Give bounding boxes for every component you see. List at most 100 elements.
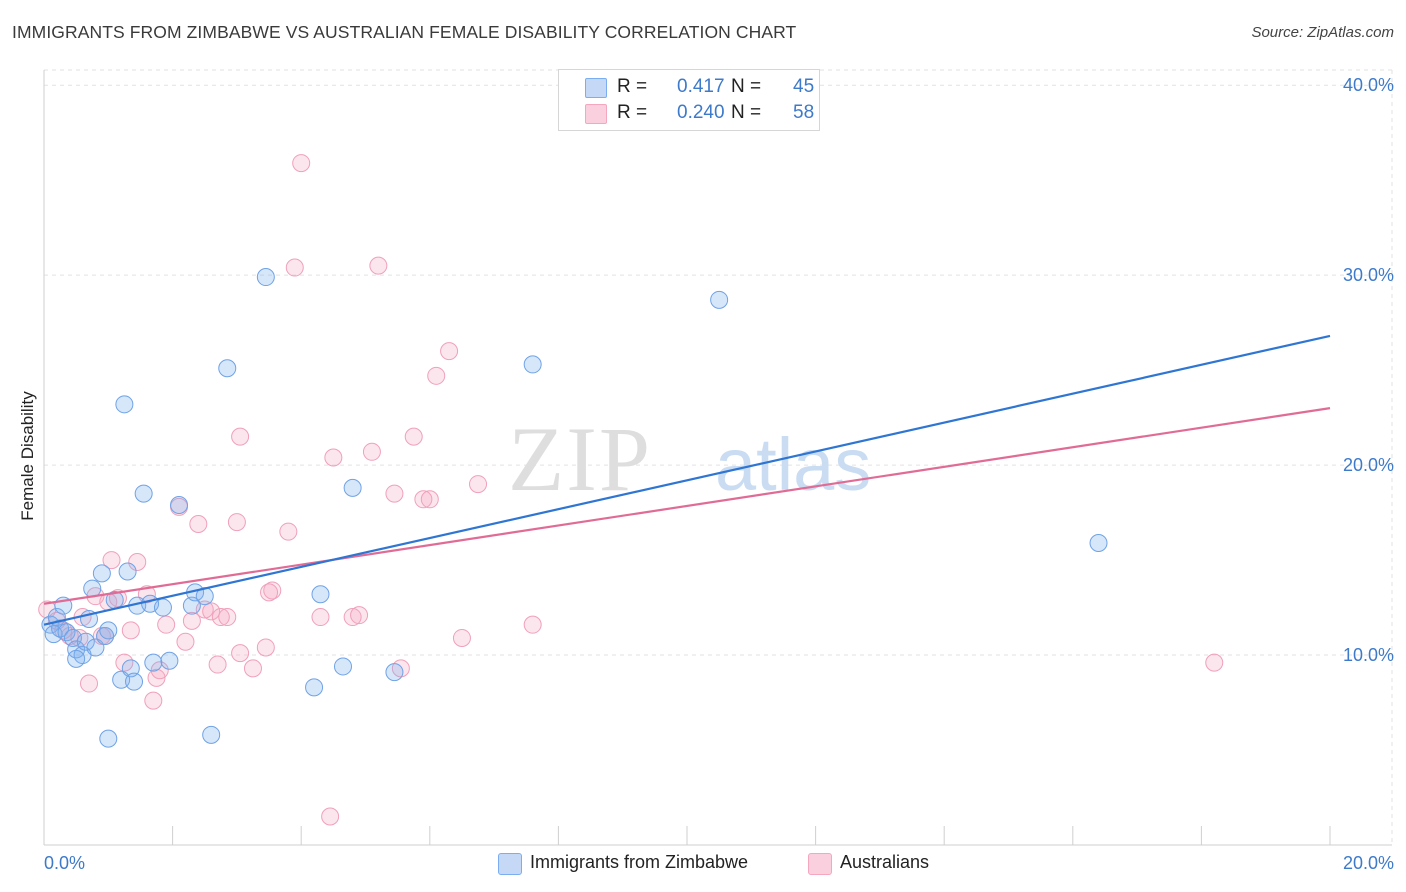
axes (43, 70, 1392, 846)
zimbabwe-point (333, 657, 352, 676)
australians-point (231, 427, 250, 446)
australians-point (202, 602, 221, 621)
tick-labels: 10.0% 20.0% 30.0% 40.0% 0.0% 20.0% (44, 75, 1394, 873)
australians-point (404, 427, 423, 446)
australians-points (38, 154, 1224, 826)
zimbabwe-point (202, 725, 221, 744)
australians-point (211, 608, 230, 627)
svg-text:ZIP: ZIP (508, 408, 652, 510)
australians-point (1205, 653, 1224, 672)
zimbabwe-point (99, 621, 118, 640)
zimbabwe-point (121, 659, 140, 678)
zimbabwe-point (118, 562, 137, 581)
zimbabwe-point (311, 585, 330, 604)
australians-point (102, 551, 121, 570)
zimbabwe-point (92, 564, 111, 583)
zimbabwe-point (134, 484, 153, 503)
legend-label-australians: Australians (840, 852, 930, 872)
australians-swatch (585, 104, 607, 124)
australians-point (362, 442, 381, 461)
zimbabwe-point (305, 678, 324, 697)
australians-point (321, 807, 340, 826)
australians-point (469, 475, 488, 494)
australians-point (176, 632, 195, 651)
zimbabwe-points (41, 268, 1108, 748)
svg-text:atlas: atlas (715, 423, 871, 506)
zimbabwe-point (170, 495, 189, 514)
zimbabwe-point (218, 359, 237, 378)
zimbabwe-point (710, 290, 729, 309)
australians-point (420, 490, 439, 509)
australians-point (218, 608, 237, 627)
australians-n-value: 58 (793, 102, 815, 123)
chart-title: IMMIGRANTS FROM ZIMBABWE VS AUSTRALIAN F… (12, 22, 797, 42)
australians-point (324, 448, 343, 467)
x-tick-label: 20.0% (1343, 853, 1394, 873)
australians-point (260, 583, 279, 602)
zimbabwe-point (144, 653, 163, 672)
australians-point (243, 659, 262, 678)
y-tick-label: 20.0% (1343, 455, 1394, 475)
australians-point (189, 514, 208, 533)
australians-point (279, 522, 298, 541)
legend-label-zimbabwe: Immigrants from Zimbabwe (530, 852, 749, 872)
zimbabwe-swatch (585, 78, 607, 98)
zimbabwe-point (343, 478, 362, 497)
zimbabwe-legend-swatch (498, 853, 522, 875)
australians-point (256, 638, 275, 657)
australians-point (128, 552, 147, 571)
stats-legend-box: R = 0.417 N = 45 R = 0.240 N = 58 (558, 69, 820, 131)
zimbabwe-point (182, 596, 201, 615)
zimbabwe-point (153, 598, 172, 617)
australians-point (157, 615, 176, 634)
australians-point (263, 581, 282, 600)
zimbabwe-point (523, 355, 542, 374)
zimbabwe-point (385, 663, 404, 682)
legend: Immigrants from Zimbabwe Australians (0, 850, 1406, 880)
zimbabwe-point (96, 627, 115, 646)
australians-point (121, 621, 140, 640)
zimbabwe-point (125, 672, 144, 691)
australians-point (440, 342, 459, 361)
zimbabwe-n-value: 45 (793, 76, 815, 97)
australians-r-value: 0.240 (677, 102, 725, 123)
australians-point (182, 611, 201, 630)
australians-point (231, 644, 250, 663)
australians-point (427, 366, 446, 385)
gridlines (44, 69, 1393, 845)
zimbabwe-point (67, 649, 86, 668)
australians-point (523, 615, 542, 634)
australians-point (385, 484, 404, 503)
watermark: ZIP atlas (508, 408, 871, 510)
x-tick-label: 0.0% (44, 853, 85, 873)
australians-point (452, 628, 471, 647)
australians-point (343, 608, 362, 627)
zimbabwe-r-value: 0.417 (677, 76, 725, 97)
australians-point (80, 674, 99, 693)
zimbabwe-point (256, 268, 275, 287)
zimbabwe-point (41, 615, 60, 634)
trend-lines (43, 334, 1331, 626)
zimbabwe-point (115, 395, 134, 414)
australians-point (144, 691, 163, 710)
australians-legend-swatch (808, 853, 832, 875)
y-tick-label: 30.0% (1343, 265, 1394, 285)
australians-trend-line (43, 407, 1331, 605)
zimbabwe-trend-line (43, 334, 1331, 626)
y-tick-label: 10.0% (1343, 645, 1394, 665)
zimbabwe-point (160, 651, 179, 670)
australians-point (150, 661, 169, 680)
australians-point (285, 258, 304, 277)
zimbabwe-point (1089, 533, 1108, 552)
australians-point (208, 655, 227, 674)
y-tick-label: 40.0% (1343, 75, 1394, 95)
australians-point (414, 490, 433, 509)
australians-point (350, 606, 369, 625)
australians-point (311, 608, 330, 627)
zimbabwe-point (76, 632, 95, 651)
australians-point (292, 154, 311, 173)
australians-point (227, 513, 246, 532)
zimbabwe-point (99, 729, 118, 748)
source-credit: Source: ZipAtlas.com (1251, 24, 1394, 41)
